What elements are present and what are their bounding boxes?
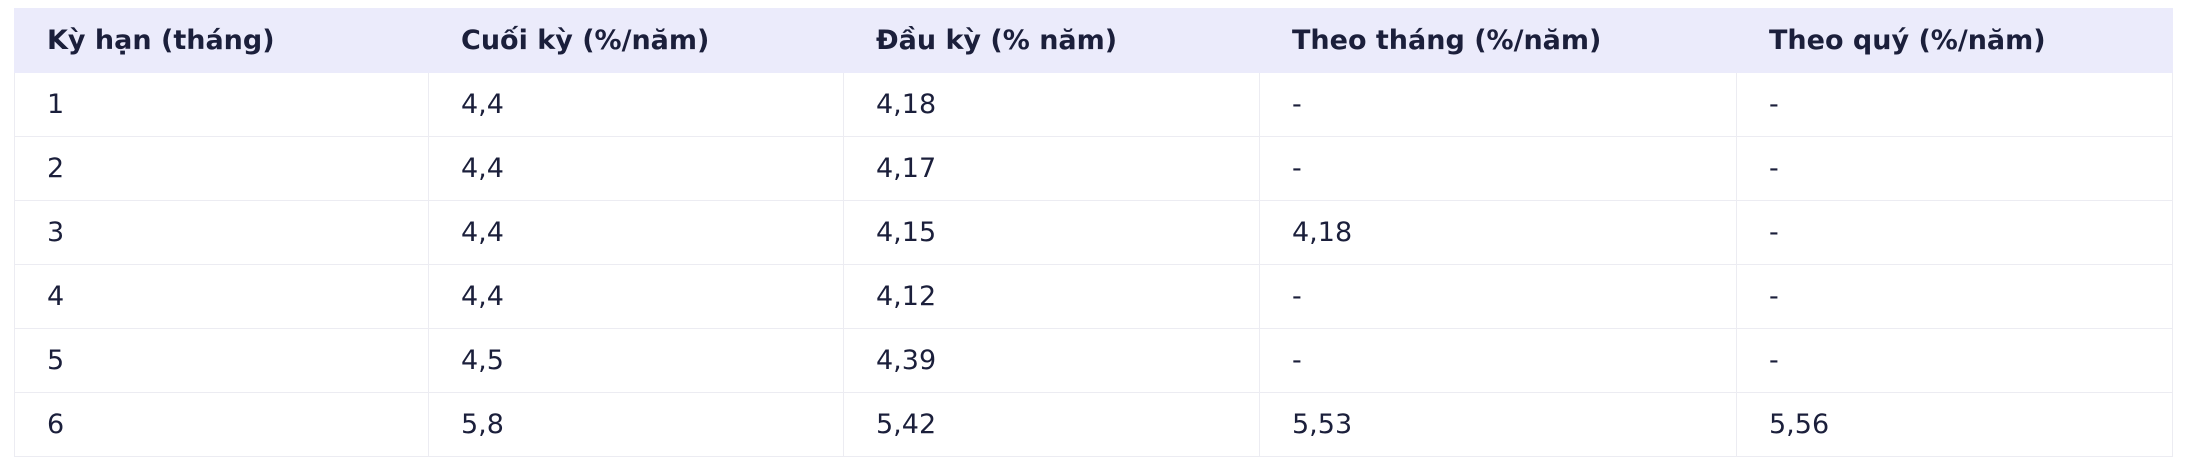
table-cell: 2 bbox=[14, 136, 429, 201]
table-cell: 5 bbox=[14, 328, 429, 393]
table-cell: - bbox=[1736, 328, 2173, 393]
table-cell: 5,8 bbox=[428, 392, 844, 457]
table-cell: 4,15 bbox=[843, 200, 1260, 265]
table-cell: - bbox=[1736, 200, 2173, 265]
table-cell: 4,39 bbox=[843, 328, 1260, 393]
table-body: 1 4,4 4,18- -2 4,4 4,17- -3 4,4 4,15 4,18-4 4,4 4,1… bbox=[14, 72, 2173, 457]
table-cell: 5,53 bbox=[1259, 392, 1737, 457]
table-cell: 4,4 bbox=[428, 136, 844, 201]
table-cell: 1 bbox=[14, 72, 429, 137]
table-cell: - bbox=[1736, 136, 2173, 201]
column-header: Kỳ hạn (tháng) bbox=[14, 8, 429, 73]
table-cell: 4,4 bbox=[428, 200, 844, 265]
rate-table: Kỳ hạn (tháng) Cuối kỳ (%/năm) Đầu kỳ (% n… bbox=[14, 8, 2173, 457]
table-cell: 4,18 bbox=[1259, 200, 1737, 265]
table-cell: - bbox=[1259, 328, 1737, 393]
table-cell: 5,56 bbox=[1736, 392, 2173, 457]
table-cell: - bbox=[1736, 264, 2173, 329]
table-cell: 6 bbox=[14, 392, 429, 457]
column-header: Theo tháng (%/năm) bbox=[1259, 8, 1737, 73]
table-cell: - bbox=[1259, 264, 1737, 329]
table-row: 4 4,4 4,12- - bbox=[14, 264, 2173, 329]
table-cell: 4,18 bbox=[843, 72, 1260, 137]
table-cell: 3 bbox=[14, 200, 429, 265]
header-row: Kỳ hạn (tháng) Cuối kỳ (%/năm) Đầu kỳ (% n… bbox=[14, 8, 2173, 73]
table-cell: - bbox=[1259, 72, 1737, 137]
column-header: Đầu kỳ (% năm) bbox=[843, 8, 1260, 73]
table-header: Kỳ hạn (tháng) Cuối kỳ (%/năm) Đầu kỳ (% n… bbox=[14, 8, 2173, 73]
table-cell: 4,5 bbox=[428, 328, 844, 393]
table-cell: 4,4 bbox=[428, 264, 844, 329]
table-cell: 5,42 bbox=[843, 392, 1260, 457]
table-cell: 4 bbox=[14, 264, 429, 329]
table-row: 3 4,4 4,15 4,18- bbox=[14, 200, 2173, 265]
column-header: Theo quý (%/năm) bbox=[1736, 8, 2173, 73]
table-cell: 4,17 bbox=[843, 136, 1260, 201]
table-cell: 4,12 bbox=[843, 264, 1260, 329]
column-header: Cuối kỳ (%/năm) bbox=[428, 8, 844, 73]
table-cell: - bbox=[1259, 136, 1737, 201]
table-row: 6 5,8 5,42 5,53 5,56 bbox=[14, 392, 2173, 457]
table-row: 1 4,4 4,18- - bbox=[14, 72, 2173, 137]
table-row: 5 4,5 4,39- - bbox=[14, 328, 2173, 393]
table-cell: 4,4 bbox=[428, 72, 844, 137]
table-cell: - bbox=[1736, 72, 2173, 137]
table-row: 2 4,4 4,17- - bbox=[14, 136, 2173, 201]
